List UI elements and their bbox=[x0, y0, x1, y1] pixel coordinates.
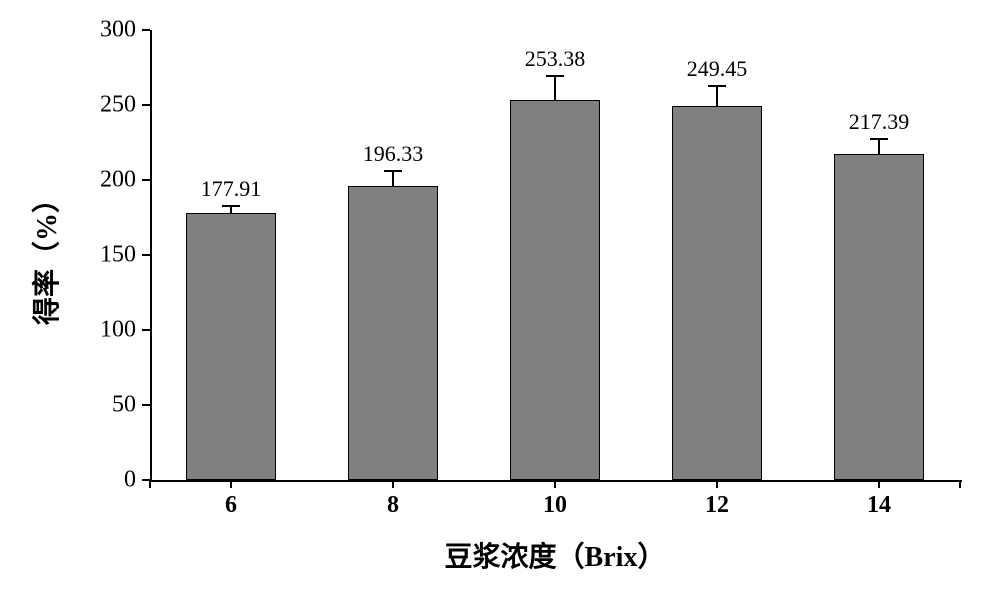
y-tick bbox=[142, 404, 150, 406]
x-tick bbox=[392, 480, 394, 488]
y-tick-label: 200 bbox=[90, 167, 136, 194]
error-bar-cap bbox=[708, 85, 726, 87]
error-bar-cap bbox=[384, 170, 402, 172]
bar-value-label: 253.38 bbox=[525, 46, 586, 72]
x-tick bbox=[230, 480, 232, 488]
x-tick-label: 12 bbox=[705, 492, 729, 519]
y-tick-label: 300 bbox=[90, 17, 136, 44]
bar bbox=[834, 154, 923, 480]
x-axis-label: 豆浆浓度（Brix） bbox=[445, 535, 666, 575]
x-tick bbox=[878, 480, 880, 488]
bar-value-label: 177.91 bbox=[201, 176, 262, 202]
error-bar-stem bbox=[392, 171, 394, 186]
x-tick bbox=[959, 480, 961, 488]
x-tick-label: 10 bbox=[543, 492, 567, 519]
y-tick-label: 0 bbox=[90, 467, 136, 494]
y-tick bbox=[142, 104, 150, 106]
x-tick bbox=[149, 480, 151, 488]
y-tick bbox=[142, 29, 150, 31]
x-tick bbox=[554, 480, 556, 488]
y-tick-label: 250 bbox=[90, 92, 136, 119]
bar bbox=[672, 106, 761, 480]
bar bbox=[186, 213, 275, 480]
bar-value-label: 217.39 bbox=[849, 109, 910, 135]
x-tick-label: 8 bbox=[387, 492, 399, 519]
bar-value-label: 196.33 bbox=[363, 141, 424, 167]
error-bar-stem bbox=[554, 76, 556, 100]
y-axis-label: 得率（%） bbox=[25, 185, 65, 325]
y-tick-label: 100 bbox=[90, 317, 136, 344]
y-tick bbox=[142, 179, 150, 181]
bar bbox=[510, 100, 599, 480]
y-tick-label: 150 bbox=[90, 242, 136, 269]
x-tick bbox=[716, 480, 718, 488]
y-tick bbox=[142, 254, 150, 256]
error-bar-cap bbox=[222, 205, 240, 207]
chart-container: 得率（%） 豆浆浓度（Brix） 0 50 100 150 200 250 300 177.9… bbox=[0, 0, 1000, 606]
x-tick-label: 6 bbox=[225, 492, 237, 519]
bar-value-label: 249.45 bbox=[687, 56, 748, 82]
x-tick-label: 14 bbox=[867, 492, 891, 519]
error-bar-cap bbox=[546, 75, 564, 77]
error-bar-stem bbox=[230, 206, 232, 214]
error-bar-stem bbox=[878, 139, 880, 154]
y-tick bbox=[142, 329, 150, 331]
error-bar-stem bbox=[716, 86, 718, 106]
y-tick-label: 50 bbox=[90, 392, 136, 419]
bar bbox=[348, 186, 437, 480]
error-bar-cap bbox=[870, 138, 888, 140]
